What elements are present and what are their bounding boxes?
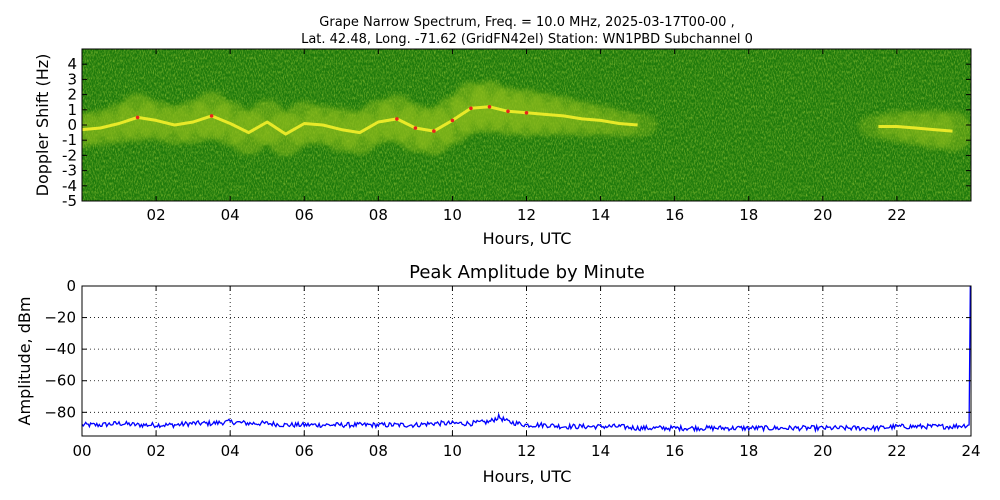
amplitude-x-tick-label: 22 bbox=[887, 442, 906, 460]
spectrogram-y-tick-label: 3 bbox=[67, 70, 77, 88]
amplitude-y-tick-label: −20 bbox=[44, 309, 76, 327]
spectrogram-y-tick-label: -3 bbox=[62, 162, 77, 180]
spectrogram-x-tick-label: 02 bbox=[147, 206, 166, 224]
doppler-trace bbox=[878, 125, 953, 133]
figure-title-line-2: Lat. 42.48, Long. -71.62 (GridFN42el) St… bbox=[301, 32, 753, 47]
doppler-peak-point bbox=[413, 126, 418, 130]
doppler-peak-point bbox=[395, 117, 399, 121]
amplitude-x-tick-label: 18 bbox=[739, 442, 758, 460]
spectrogram-y-tick-label: -4 bbox=[62, 177, 77, 195]
spectrogram-y-tick-label: -5 bbox=[62, 192, 77, 210]
spectrogram-y-tick-label: 4 bbox=[67, 55, 77, 73]
spectrogram-x-tick-label: 14 bbox=[591, 206, 610, 224]
amplitude-x-tick-label: 02 bbox=[147, 442, 166, 460]
amplitude-y-axis-label: Amplitude, dBm bbox=[15, 297, 34, 426]
doppler-peak-point bbox=[432, 129, 436, 133]
spectrogram-x-tick-label: 04 bbox=[221, 206, 240, 224]
amplitude-x-tick-label: 24 bbox=[961, 442, 980, 460]
amplitude-x-tick-label: 08 bbox=[369, 442, 388, 460]
spectrogram-x-tick-label: 10 bbox=[443, 206, 462, 224]
amplitude-x-tick-label: 00 bbox=[72, 442, 91, 460]
amplitude-plot-area bbox=[82, 286, 971, 436]
amplitude-x-tick-label: 10 bbox=[443, 442, 462, 460]
spectrogram-x-tick-label: 08 bbox=[369, 206, 388, 224]
amplitude-x-axis-label: Hours, UTC bbox=[483, 467, 572, 486]
spectrogram-y-tick-label: -1 bbox=[62, 131, 77, 149]
spectrogram-y-tick-label: -2 bbox=[62, 146, 77, 164]
amplitude-x-tick-label: 20 bbox=[813, 442, 832, 460]
doppler-peak-point bbox=[450, 118, 455, 123]
doppler-peak-point bbox=[209, 114, 214, 118]
doppler-peak-point bbox=[469, 106, 473, 111]
spectrogram-x-tick-label: 22 bbox=[887, 206, 906, 224]
amplitude-panel: Peak Amplitude by Minute 0 −20 −40 −60 −80 0… bbox=[15, 262, 981, 486]
spectrogram-y-tick-label: 0 bbox=[67, 116, 77, 134]
spectrogram-x-tick-label: 12 bbox=[517, 206, 536, 224]
amplitude-chart-title: Peak Amplitude by Minute bbox=[409, 262, 645, 283]
spectrogram-y-tick-label: 1 bbox=[67, 101, 77, 119]
amplitude-x-tick-label: 12 bbox=[517, 442, 536, 460]
amplitude-x-tick-label: 06 bbox=[295, 442, 314, 460]
spectrogram-x-tick-label: 20 bbox=[813, 206, 832, 224]
amplitude-y-tick-label: −60 bbox=[44, 372, 76, 390]
amplitude-y-tick-label: −80 bbox=[44, 403, 76, 421]
amplitude-y-tick-label: 0 bbox=[66, 277, 76, 295]
spectrogram-x-axis-label: Hours, UTC bbox=[483, 229, 572, 248]
spectrogram-y-axis-label: Doppler Shift (Hz) bbox=[33, 54, 52, 197]
doppler-peak-point bbox=[506, 109, 510, 114]
spectrogram-x-tick-label: 16 bbox=[665, 206, 684, 224]
doppler-peak-point bbox=[487, 105, 492, 109]
spectrogram-y-tick-label: 2 bbox=[67, 86, 77, 104]
amplitude-x-tick-label: 04 bbox=[221, 442, 240, 460]
doppler-peak-point bbox=[135, 115, 140, 120]
doppler-peak-point bbox=[524, 111, 529, 115]
amplitude-x-tick-label: 14 bbox=[591, 442, 610, 460]
doppler-trace bbox=[82, 105, 638, 136]
figure-title-line-1: Grape Narrow Spectrum, Freq. = 10.0 MHz,… bbox=[319, 15, 734, 30]
spectrogram-x-tick-label: 06 bbox=[295, 206, 314, 224]
amplitude-series-line bbox=[81, 285, 971, 434]
amplitude-y-tick-label: −40 bbox=[44, 340, 76, 358]
spectrogram-x-tick-label: 18 bbox=[739, 206, 758, 224]
amplitude-x-tick-label: 16 bbox=[665, 442, 684, 460]
